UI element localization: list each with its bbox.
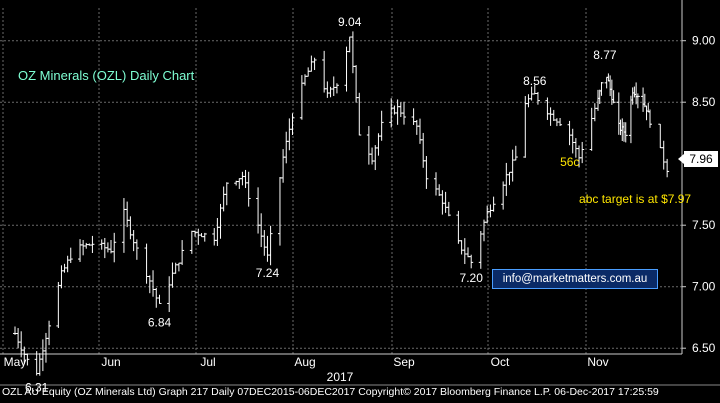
x-axis-labels: May Jun Jul Aug Sep Oct Nov — [4, 355, 609, 369]
x-tick-label: Jul — [200, 355, 215, 369]
chart-title: OZ Minerals (OZL) Daily Chart — [18, 68, 195, 83]
price-label: 7.24 — [256, 266, 280, 280]
x-tick-label: May — [4, 355, 27, 369]
target-annotation: abc target is at $7.97 — [579, 192, 691, 206]
y-axis-labels: 6.50 7.00 7.50 8.50 9.00 — [682, 34, 716, 355]
target-annotation: 56c — [560, 155, 579, 169]
y-tick-label: 8.50 — [692, 95, 716, 109]
price-annotations: 6.31 6.84 7.24 9.04 7.20 8.56 8.77 56c abc targe… — [25, 15, 691, 395]
last-price-box: 7.96 — [678, 151, 718, 167]
price-label: 6.84 — [148, 315, 172, 329]
grid-lines — [0, 0, 720, 386]
x-period-label: 2017 — [327, 370, 354, 384]
y-tick-label: 7.00 — [692, 280, 716, 294]
info-email-box: info@marketmatters.com.au — [492, 269, 658, 289]
y-tick-label: 6.50 — [692, 341, 716, 355]
price-label: 8.56 — [523, 74, 547, 88]
y-tick-label: 7.50 — [692, 218, 716, 232]
footer-text: OZL AU Equity (OZ Minerals Ltd) Graph 21… — [2, 386, 659, 398]
price-label: 7.20 — [460, 271, 484, 285]
x-tick-label: Oct — [491, 355, 510, 369]
price-label: 9.04 — [338, 15, 362, 29]
x-tick-label: Aug — [294, 355, 315, 369]
y-tick-label: 9.00 — [692, 34, 716, 48]
x-tick-label: Nov — [587, 355, 608, 369]
price-label: 6.31 — [25, 381, 49, 395]
x-tick-label: Sep — [393, 355, 415, 369]
price-label: 8.77 — [593, 48, 617, 62]
price-bars — [13, 31, 670, 376]
x-tick-label: Jun — [101, 355, 120, 369]
